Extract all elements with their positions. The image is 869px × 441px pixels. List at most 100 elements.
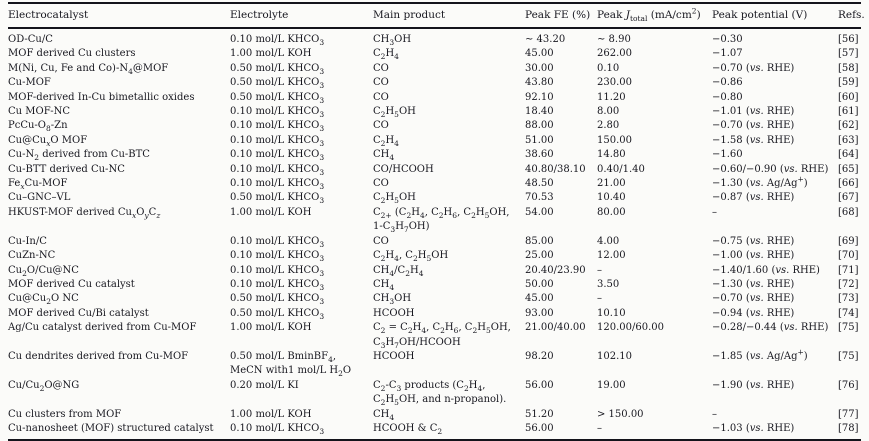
- table-row: Cu@CuxO MOF 0.10 mol/L KHCO3 C2H4 51.00 150.…: [8, 134, 861, 148]
- cell-peak-j-total: 2.80: [597, 120, 620, 132]
- table-row: Ag/Cu catalyst derived from Cu-MOF 1.00 m…: [8, 321, 861, 350]
- table-row: Cu dendrites derived from Cu-MOF 0.50 mol…: [8, 348, 861, 379]
- cell-peak-potential: −1.58 (vs. RHE): [712, 134, 795, 146]
- column-header-electrocatalyst: Electrocatalyst: [8, 3, 230, 29]
- cell-refs: [76]: [838, 379, 859, 391]
- cell-refs: [78]: [838, 422, 859, 434]
- cell-peak-j-total: 4.00: [597, 235, 620, 247]
- cell-peak-j-total: 120.00/60.00: [597, 322, 664, 334]
- table-row: Cu-N2 derived from Cu-BTC 0.10 mol/L KHCO…: [8, 148, 861, 162]
- cell-peak-j-total: 21.00: [597, 178, 626, 190]
- table-row: Cu-BTT derived Cu-NC 0.10 mol/L KHCO3 CO/H…: [8, 163, 861, 177]
- cell-peak-potential: −0.87 (vs. RHE): [712, 192, 795, 204]
- table-row: Cu/Cu2O@NG 0.20 mol/L KI C2-C3 products (C…: [8, 379, 861, 408]
- column-header-main-product: Main product: [373, 3, 525, 29]
- cell-electrocatalyst: Cu@Cu2O NC: [8, 293, 79, 307]
- cell-peak-potential: −1.40/1.60 (vs. RHE): [712, 264, 820, 276]
- table-row: Cu clusters from MOF 1.00 mol/L KOH CH4 51.…: [8, 408, 861, 422]
- cell-electrolyte: 0.10 mol/L KHCO3: [230, 250, 325, 264]
- cell-electrolyte: 0.50 mol/L KHCO3: [230, 192, 325, 206]
- cell-peak-potential: −0.28/−0.44 (vs. RHE): [712, 322, 829, 334]
- cell-electrocatalyst: Cu2O/Cu@NC: [8, 264, 79, 278]
- cell-peak-fe: 93.00: [525, 307, 554, 319]
- column-header-peak-j-total: Peak Jtotal (mA/cm2): [597, 3, 712, 29]
- cell-refs: [63]: [838, 134, 859, 146]
- cell-refs: [74]: [838, 307, 859, 319]
- cell-peak-potential: −1.00 (vs. RHE): [712, 250, 795, 262]
- cell-electrolyte: 0.10 mol/L KHCO3: [230, 34, 325, 47]
- cell-peak-j-total: 3.50: [597, 278, 620, 290]
- cell-peak-potential: −1.03 (vs. RHE): [712, 422, 795, 434]
- cell-electrolyte: 1.00 mol/L KOH: [230, 408, 312, 420]
- cell-peak-potential: −1.90 (vs. RHE): [712, 379, 795, 391]
- cell-refs: [69]: [838, 235, 859, 247]
- table-row: PcCu-O8-Zn 0.10 mol/L KHCO3 CO 88.00 2.80 −0.…: [8, 119, 861, 133]
- cell-electrocatalyst: Cu-N2 derived from Cu-BTC: [8, 149, 150, 163]
- cell-electrocatalyst: HKUST-MOF derived CuxOyCz: [8, 206, 161, 220]
- cell-electrocatalyst: MOF derived Cu clusters: [8, 48, 136, 60]
- cell-peak-fe: 88.00: [525, 120, 554, 132]
- cell-peak-fe: 25.00: [525, 250, 554, 262]
- cell-peak-potential: −1.30 (vs. Ag/Ag+): [712, 174, 808, 190]
- cell-peak-potential: −0.60/−0.90 (vs. RHE): [712, 163, 829, 175]
- cell-electrocatalyst: OD-Cu/C: [8, 34, 53, 45]
- cell-refs: [56]: [838, 34, 859, 45]
- cell-peak-j-total: > 150.00: [597, 408, 644, 420]
- cell-peak-potential: −0.86: [712, 77, 743, 89]
- cell-peak-j-total: –: [597, 264, 602, 276]
- cell-peak-j-total: 10.10: [597, 307, 626, 319]
- cell-electrocatalyst: Cu-nanosheet (MOF) structured catalyst: [8, 422, 214, 434]
- cell-peak-potential: −0.70 (vs. RHE): [712, 293, 795, 305]
- cell-peak-fe: 45.00: [525, 293, 554, 305]
- header-row: Electrocatalyst Electrolyte Main product…: [8, 3, 865, 29]
- cell-peak-fe: 20.40/23.90: [525, 264, 586, 276]
- table-row: HKUST-MOF derived CuxOyCz 1.00 mol/L KOH C…: [8, 206, 861, 235]
- cell-electrolyte: 0.20 mol/L KI: [230, 379, 299, 391]
- table-row: Cu MOF-NC 0.10 mol/L KHCO3 C2H5OH 18.40 8.00…: [8, 105, 861, 119]
- cell-electrocatalyst: CuZn-NC: [8, 250, 56, 262]
- cell-electrolyte: 0.10 mol/L KHCO3: [230, 149, 325, 163]
- cell-peak-potential: −0.75 (vs. RHE): [712, 235, 795, 247]
- cell-peak-fe: 92.10: [525, 91, 554, 103]
- cell-electrocatalyst: Cu/Cu2O@NG: [8, 379, 80, 393]
- cell-peak-potential: −1.01 (vs. RHE): [712, 106, 795, 118]
- cell-electrolyte: 1.00 mol/L KOH: [230, 322, 312, 334]
- cell-electrocatalyst: M(Ni, Cu, Fe and Co)-N4@MOF: [8, 62, 169, 76]
- cell-peak-potential: –: [712, 408, 717, 420]
- cell-peak-j-total: 80.00: [597, 206, 626, 218]
- cell-main-product: CO: [373, 91, 389, 103]
- cell-refs: [75]: [838, 350, 859, 362]
- cell-refs: [60]: [838, 91, 859, 103]
- cell-main-product: HCOOH: [373, 307, 415, 319]
- cell-electrocatalyst: MOF derived Cu/Bi catalyst: [8, 307, 149, 319]
- cell-refs: [62]: [838, 120, 859, 132]
- cell-peak-j-total: 0.10: [597, 62, 620, 74]
- table-row: MOF derived Cu clusters 1.00 mol/L KOH C2H…: [8, 47, 861, 61]
- cell-electrocatalyst: Ag/Cu catalyst derived from Cu-MOF: [8, 322, 197, 334]
- cell-main-product: CO: [373, 178, 389, 190]
- cell-peak-potential: −1.60: [712, 149, 743, 161]
- cell-electrocatalyst: Cu clusters from MOF: [8, 408, 122, 420]
- cell-main-product: HCOOH & C2: [373, 422, 443, 436]
- cell-peak-fe: 40.80/38.10: [525, 163, 586, 175]
- table-header: Electrocatalyst Electrolyte Main product…: [8, 3, 865, 29]
- cell-peak-fe: 98.20: [525, 350, 554, 362]
- cell-main-product: CH3OH: [373, 34, 412, 47]
- cell-refs: [67]: [838, 192, 859, 204]
- cell-peak-potential: −1.07: [712, 48, 743, 60]
- cell-electrolyte: 0.10 mol/L KHCO3: [230, 120, 325, 134]
- cell-peak-potential: −0.30: [712, 34, 743, 45]
- column-header-electrolyte: Electrolyte: [230, 3, 373, 29]
- cell-electrolyte: 0.10 mol/L KHCO3: [230, 278, 325, 292]
- cell-refs: [70]: [838, 250, 859, 262]
- cell-main-product: CO: [373, 62, 389, 74]
- column-header-peak-fe: Peak FE (%): [525, 3, 597, 29]
- cell-main-product: C2H4, C2H5OH: [373, 250, 449, 264]
- cell-peak-fe: 54.00: [525, 206, 554, 218]
- table-row: FexCu-MOF 0.10 mol/L KHCO3 CO 48.50 21.00 −1.…: [8, 174, 861, 191]
- cell-refs: [65]: [838, 163, 859, 175]
- cell-refs: [71]: [838, 264, 859, 276]
- cell-peak-j-total: –: [597, 422, 602, 434]
- cell-electrolyte: 0.10 mol/L KHCO3: [230, 106, 325, 120]
